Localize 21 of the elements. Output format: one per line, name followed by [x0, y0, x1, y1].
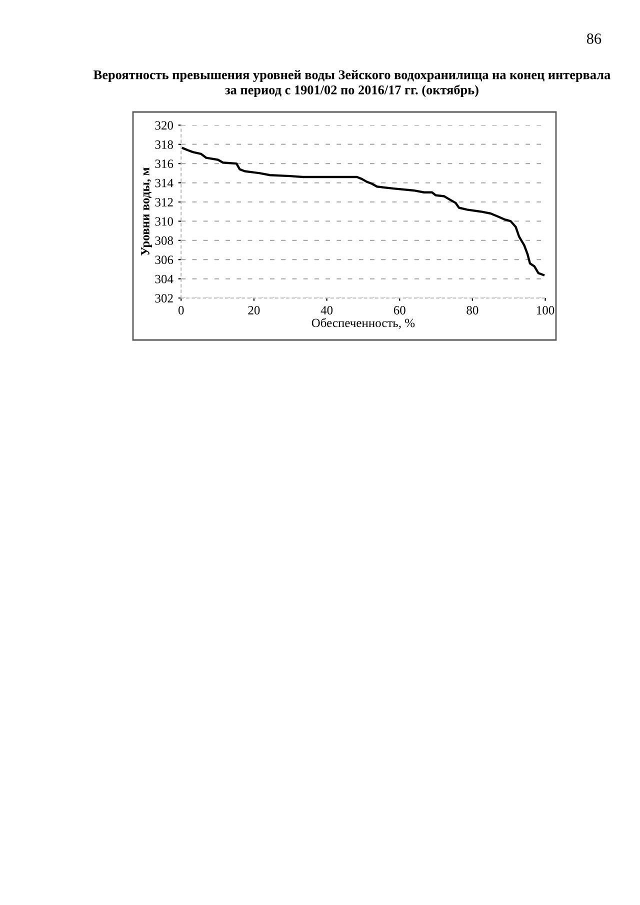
x-axis-title: Обеспеченность, % — [312, 318, 415, 329]
chart-title: Вероятность превышения уровней воды Зейского водохранилища на конец интервала за период с 1901/02 по 2016/17 гг. (октябрь) — [94, 70, 610, 98]
x-tick-label: 20 — [248, 306, 260, 314]
y-tick-label: 304 — [155, 274, 174, 284]
y-tick-label: 308 — [155, 236, 174, 245]
y-tick-label: 302 — [155, 294, 173, 302]
y-tick-label: 306 — [155, 256, 174, 264]
y-tick-label: 318 — [155, 140, 174, 149]
y-tick-label: 316 — [155, 160, 174, 168]
y-tick-label: 310 — [155, 217, 174, 226]
x-tick-label: 40 — [320, 306, 333, 314]
y-tick-label: 314 — [155, 178, 174, 188]
text: 86 — [586, 34, 602, 44]
x-tick-label: 0 — [178, 306, 184, 314]
y-axis-title: Уровни воды, м — [141, 168, 152, 256]
y-tick-label: 312 — [155, 198, 173, 206]
x-tick-label: 100 — [537, 306, 554, 314]
line-series — [182, 147, 545, 276]
x-tick-label: 60 — [394, 306, 406, 314]
x-tick-label: 80 — [466, 306, 478, 314]
y-tick-label: 320 — [155, 121, 174, 130]
